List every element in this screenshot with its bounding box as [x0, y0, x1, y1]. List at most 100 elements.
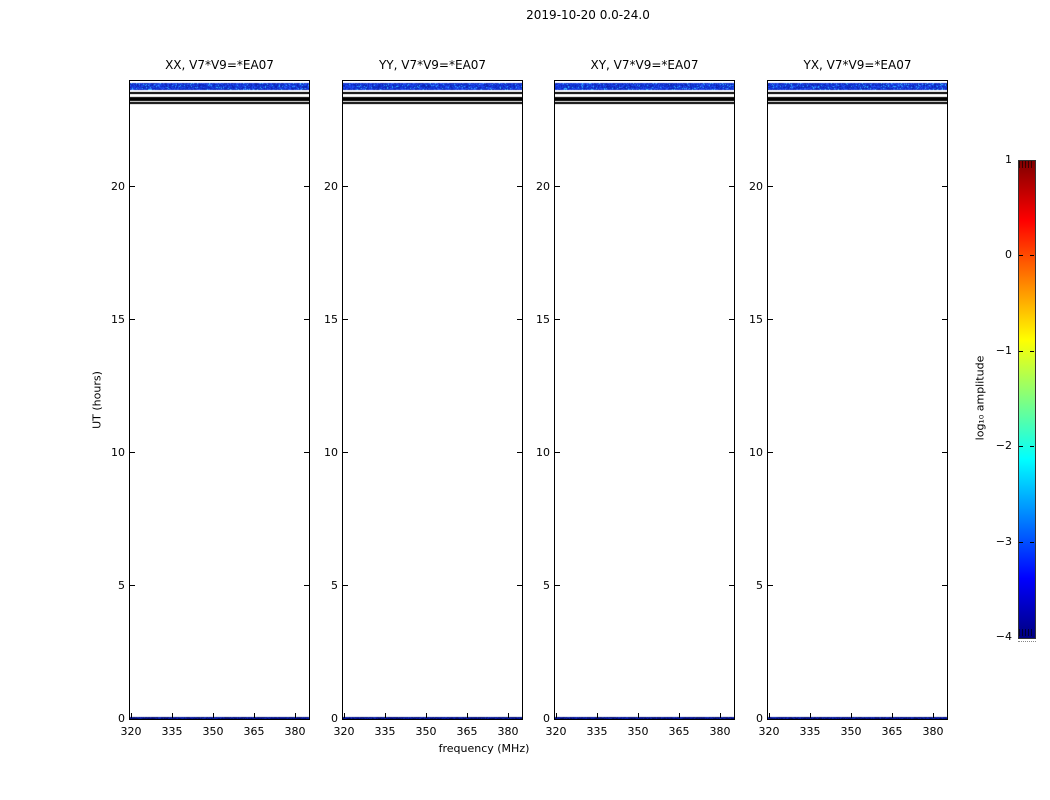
- colorbar-tick-mark: [1019, 446, 1023, 447]
- colorbar-dotted-edge: [1018, 641, 1036, 642]
- y-tick-mark: [768, 452, 773, 453]
- x-tick-mark: [426, 713, 427, 718]
- y-tick-label: 5: [727, 578, 763, 593]
- y-tick-label: 15: [727, 312, 763, 327]
- colorbar-tick-mark: [1030, 446, 1034, 447]
- x-tick-label: 350: [834, 725, 868, 739]
- x-tick-mark: [892, 713, 893, 718]
- x-tick-mark: [851, 713, 852, 718]
- x-tick-label: 320: [327, 725, 361, 739]
- y-tick-label: 0: [302, 711, 338, 726]
- y-tick-label: 20: [727, 179, 763, 194]
- y-tick-mark: [343, 319, 348, 320]
- y-tick-mark: [555, 186, 560, 187]
- spectrogram-canvas-yy: [343, 81, 522, 719]
- y-tick-label: 10: [727, 445, 763, 460]
- x-tick-label: 380: [278, 725, 312, 739]
- y-tick-label: 15: [89, 312, 125, 327]
- colorbar-tick-label: −1: [982, 343, 1012, 358]
- x-tick-label: 365: [450, 725, 484, 739]
- x-tick-label: 380: [491, 725, 525, 739]
- x-tick-label: 335: [793, 725, 827, 739]
- x-tick-label: 335: [580, 725, 614, 739]
- y-tick-label: 5: [89, 578, 125, 593]
- y-tick-label: 15: [514, 312, 550, 327]
- y-tick-mark: [942, 186, 947, 187]
- y-tick-mark: [555, 319, 560, 320]
- x-tick-label: 320: [539, 725, 573, 739]
- y-tick-mark: [768, 186, 773, 187]
- x-axis-label: frequency (MHz): [384, 742, 584, 755]
- colorbar-gradient: [1018, 160, 1036, 639]
- colorbar-tick-mark: [1030, 351, 1034, 352]
- x-tick-label: 365: [237, 725, 271, 739]
- panel-title-yy: YY, V7*V9=*EA07: [342, 58, 523, 72]
- x-tick-mark: [810, 713, 811, 718]
- y-tick-label: 5: [302, 578, 338, 593]
- colorbar-tick-label: 1: [982, 152, 1012, 167]
- y-tick-mark: [942, 319, 947, 320]
- x-tick-label: 335: [155, 725, 189, 739]
- y-axis-label: UT (hours): [91, 371, 104, 429]
- y-tick-mark: [555, 452, 560, 453]
- colorbar-label: log₁₀ amplitude: [974, 356, 987, 441]
- x-tick-mark: [172, 713, 173, 718]
- y-tick-label: 10: [302, 445, 338, 460]
- x-tick-mark: [344, 713, 345, 718]
- x-tick-label: 350: [196, 725, 230, 739]
- colorbar-end-hatch-bottom: [1019, 629, 1034, 636]
- x-tick-label: 380: [916, 725, 950, 739]
- x-tick-mark: [295, 713, 296, 718]
- x-tick-mark: [638, 713, 639, 718]
- spectrogram-canvas-yx: [768, 81, 947, 719]
- y-tick-mark: [768, 585, 773, 586]
- colorbar-tick-mark: [1019, 542, 1023, 543]
- y-tick-mark: [942, 585, 947, 586]
- colorbar-tick-mark: [1030, 255, 1034, 256]
- x-tick-label: 365: [662, 725, 696, 739]
- x-tick-mark: [467, 713, 468, 718]
- y-tick-label: 20: [514, 179, 550, 194]
- panel-xx: [129, 80, 310, 720]
- figure: 2019-10-20 0.0-24.0 UT (hours) frequency…: [0, 0, 1050, 800]
- x-tick-mark: [720, 713, 721, 718]
- panel-yy: [342, 80, 523, 720]
- x-tick-label: 350: [621, 725, 655, 739]
- x-tick-mark: [213, 713, 214, 718]
- colorbar-tick-label: −4: [982, 629, 1012, 644]
- y-tick-mark: [130, 319, 135, 320]
- y-tick-label: 0: [727, 711, 763, 726]
- x-tick-mark: [933, 713, 934, 718]
- colorbar-tick-label: 0: [982, 247, 1012, 262]
- y-tick-label: 5: [514, 578, 550, 593]
- x-tick-label: 320: [114, 725, 148, 739]
- colorbar-tick-label: −3: [982, 534, 1012, 549]
- x-tick-mark: [679, 713, 680, 718]
- x-tick-mark: [597, 713, 598, 718]
- colorbar-tick-label: −2: [982, 438, 1012, 453]
- colorbar-tick-mark: [1019, 351, 1023, 352]
- x-tick-label: 335: [368, 725, 402, 739]
- y-tick-label: 10: [89, 445, 125, 460]
- panel-title-yx: YX, V7*V9=*EA07: [767, 58, 948, 72]
- y-tick-mark: [130, 186, 135, 187]
- y-tick-mark: [343, 452, 348, 453]
- x-tick-mark: [385, 713, 386, 718]
- panel-xy: [554, 80, 735, 720]
- figure-title: 2019-10-20 0.0-24.0: [388, 8, 788, 22]
- y-tick-label: 0: [89, 711, 125, 726]
- panel-yx: [767, 80, 948, 720]
- y-tick-label: 15: [302, 312, 338, 327]
- x-tick-mark: [769, 713, 770, 718]
- panel-title-xx: XX, V7*V9=*EA07: [129, 58, 310, 72]
- x-tick-label: 350: [409, 725, 443, 739]
- x-tick-mark: [254, 713, 255, 718]
- x-tick-label: 320: [752, 725, 786, 739]
- panel-title-xy: XY, V7*V9=*EA07: [554, 58, 735, 72]
- x-tick-label: 380: [703, 725, 737, 739]
- x-tick-mark: [131, 713, 132, 718]
- spectrogram-canvas-xx: [130, 81, 309, 719]
- y-tick-label: 20: [89, 179, 125, 194]
- y-tick-mark: [343, 186, 348, 187]
- colorbar-tick-mark: [1019, 255, 1023, 256]
